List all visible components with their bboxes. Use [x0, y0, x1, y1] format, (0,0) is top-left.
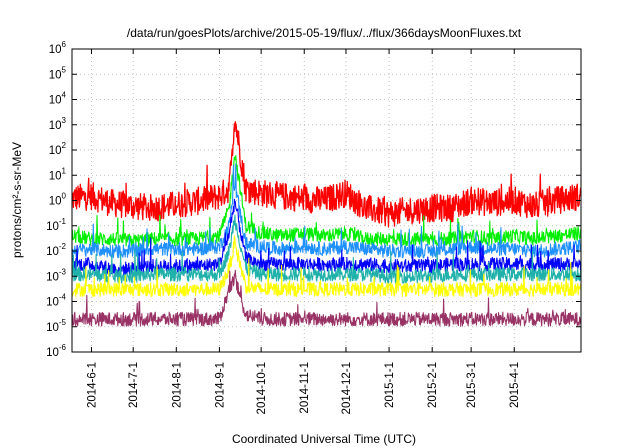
x-tick-label: 2015-2-1 [427, 362, 439, 408]
y-tick-label: 10-2 [46, 242, 66, 258]
series-layer [71, 121, 582, 327]
x-tick-label: 2015-1-1 [384, 362, 396, 408]
y-tick-label: 10-5 [46, 318, 66, 334]
y-tick-label: 10-1 [46, 217, 66, 233]
x-tick-label: 2014-11-1 [299, 362, 311, 414]
chart-title: /data/run/goesPlots/archive/2015-05-19/f… [127, 26, 522, 40]
series-line [71, 269, 582, 327]
y-tick-label: 10-6 [46, 343, 66, 359]
x-axis: 2014-6-1 2014-7-1 2014-8-1 2014-9-1 2014-10-… [86, 49, 521, 414]
x-tick-label: 2014-7-1 [128, 362, 140, 408]
series-line [71, 214, 582, 284]
y-tick-label: 100 [49, 192, 67, 208]
y-tick-label: 101 [49, 166, 67, 182]
series-line [71, 235, 582, 297]
x-tick-label: 2014-8-1 [171, 362, 183, 408]
series-line [71, 163, 582, 259]
x-tick-label: 2014-12-1 [341, 362, 353, 414]
y-tick-label: 106 [49, 40, 67, 56]
series-line [71, 121, 582, 228]
x-tick-label: 2014-6-1 [86, 362, 98, 408]
y-tick-label: 105 [49, 65, 67, 81]
x-tick-label: 2015-3-1 [466, 362, 478, 408]
y-axis: 10-6 10-5 10-4 10-3 10-2 10-1 100 101 102 103 104 1… [46, 40, 581, 359]
x-tick-label: 2014-9-1 [214, 362, 226, 408]
y-tick-label: 103 [49, 116, 67, 132]
series-line [71, 155, 582, 248]
y-tick-label: 10-3 [46, 267, 66, 283]
x-tick-label: 2015-4-1 [509, 362, 521, 408]
y-axis-title: protons/cm²-s-sr-MeV [10, 142, 24, 258]
y-tick-label: 102 [49, 141, 67, 157]
x-axis-title: Coordinated Universal Time (UTC) [232, 432, 416, 446]
x-tick-label: 2014-10-1 [256, 362, 268, 414]
y-tick-label: 104 [49, 91, 67, 107]
y-tick-label: 10-4 [46, 293, 66, 309]
